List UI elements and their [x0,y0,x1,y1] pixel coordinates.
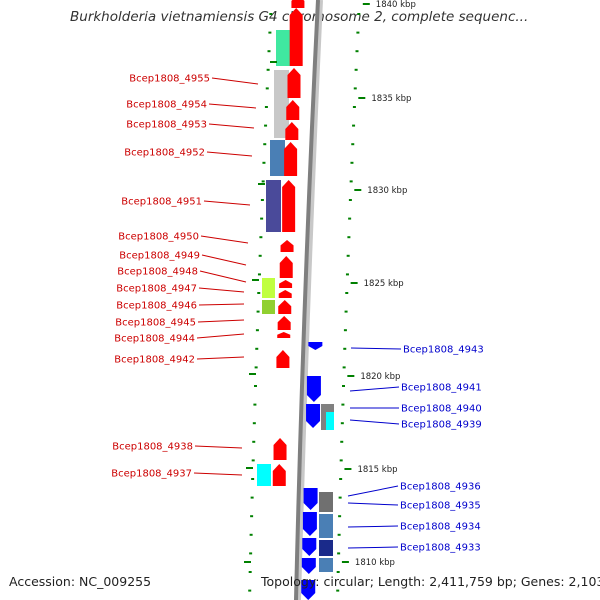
gene-label-leader [200,235,249,244]
gene-label-leader [206,151,253,157]
cog-box [274,70,289,138]
forward-gene-arrow [272,464,286,486]
reverse-gene-label: Bcep1808_4934 [400,522,481,533]
topology-text: Topology: circular; Length: 2,411,759 bp… [261,574,600,589]
forward-gene-label: Bcep1808_4951 [121,197,202,208]
cog-box [326,412,334,430]
scale-tick-label: 1820 kbp [360,372,400,382]
reverse-gene-arrow [306,404,321,428]
cog-box [319,558,333,572]
reverse-gene-arrow [306,376,321,402]
gene-label-leader [350,347,402,350]
forward-gene-arrow [286,100,300,120]
scale-tick-label: 1840 kbp [376,0,416,10]
reverse-gene-label: Bcep1808_4939 [401,420,482,431]
cog-box [262,278,275,298]
forward-gene-arrow [277,316,291,330]
forward-gene-arrow [282,180,296,232]
cog-box [319,540,333,556]
forward-gene-arrow [289,8,303,66]
forward-gene-arrow [277,332,291,338]
forward-gene-label: Bcep1808_4937 [111,469,192,480]
gene-label-leader [208,103,257,109]
forward-gene-arrow [285,122,299,140]
scale-tick-label: 1815 kbp [357,465,397,475]
forward-gene-label: Bcep1808_4954 [126,100,207,111]
forward-gene-arrow [279,280,293,288]
cog-box [262,300,275,314]
reverse-gene-label: Bcep1808_4940 [401,404,482,415]
forward-gene-label: Bcep1808_4950 [118,232,199,243]
forward-gene-label: Bcep1808_4942 [114,355,195,366]
cog-box [319,492,333,512]
cog-box [270,140,285,176]
gene-label-leader [196,356,245,360]
gene-label-leader [347,502,399,506]
gene-label-leader [198,287,245,293]
reverse-gene-label: Bcep1808_4935 [400,501,481,512]
scale-tick-label: 1835 kbp [371,94,411,104]
cog-box [266,180,281,232]
forward-gene-label: Bcep1808_4955 [129,74,210,85]
gene-label-leader [193,472,243,476]
reverse-gene-label: Bcep1808_4943 [403,345,484,356]
forward-gene-label: Bcep1808_4946 [116,301,197,312]
cog-box [257,464,271,486]
scale-tick-label: 1810 kbp [355,558,395,568]
gene-label-leader [199,270,247,283]
forward-gene-label: Bcep1808_4952 [124,148,205,159]
forward-gene-arrow [276,350,290,368]
scale-tick-label: 1830 kbp [367,186,407,196]
gene-label-leader [347,546,399,549]
gene-label-leader [197,319,245,323]
backbone [294,0,320,600]
gene-label-leader [208,123,255,129]
reverse-gene-label: Bcep1808_4941 [401,383,482,394]
accession-text: Accession: NC_009255 [9,574,152,589]
forward-gene-label: Bcep1808_4947 [116,284,197,295]
gene-label-leader [198,303,245,306]
backbone-shadow [295,0,323,600]
reverse-gene-arrow [302,512,317,536]
forward-gene-label: Bcep1808_4949 [119,251,200,262]
reverse-gene-label: Bcep1808_4933 [400,543,481,554]
gene-label-leader [211,77,259,85]
forward-gene-arrow [287,68,301,98]
forward-gene-arrow [284,142,298,176]
scale-tick-label: 1825 kbp [364,279,404,289]
forward-gene-arrow [291,0,305,8]
forward-gene-label: Bcep1808_4953 [126,120,207,131]
reverse-gene-label: Bcep1808_4936 [400,482,481,493]
gene-label-leader [349,386,400,392]
forward-gene-label: Bcep1808_4944 [114,334,195,345]
gene-label-leader [194,445,243,449]
reverse-gene-arrow [308,342,323,350]
gene-label-leader [196,333,245,339]
forward-gene-arrow [278,290,292,298]
reverse-gene-arrow [303,488,318,510]
forward-gene-arrow [278,300,292,314]
cog-box [276,30,291,66]
gene-label-leader [203,200,251,206]
forward-gene-label: Bcep1808_4945 [115,318,196,329]
forward-gene-arrow [280,240,294,252]
gene-label-leader [347,485,399,497]
cog-box [319,514,333,538]
reverse-gene-arrow [301,558,316,574]
forward-gene-arrow [273,438,287,460]
forward-gene-label: Bcep1808_4938 [112,442,193,453]
reverse-gene-arrow [301,580,316,600]
gene-label-leader [201,254,247,266]
forward-gene-arrow [279,256,293,278]
forward-gene-label: Bcep1808_4948 [117,267,198,278]
gene-label-leader [347,525,399,528]
gene-label-leader [349,419,400,425]
reverse-gene-arrow [302,538,317,556]
